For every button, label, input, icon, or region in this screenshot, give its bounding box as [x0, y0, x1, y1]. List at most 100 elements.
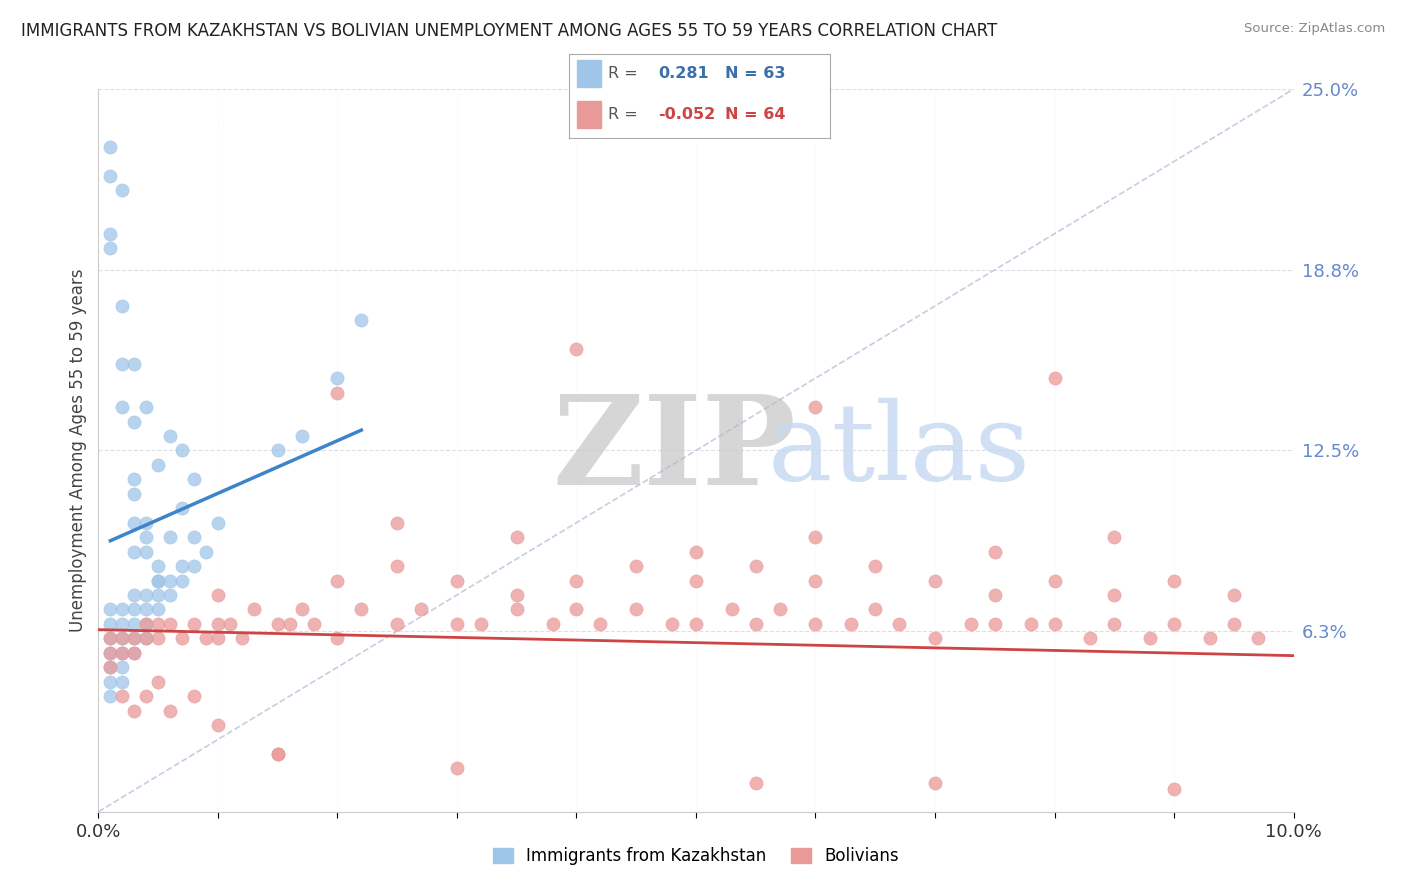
Point [267, 747, 290, 761]
Point [385, 616, 409, 631]
Point [1199, 632, 1222, 646]
Point [291, 429, 314, 443]
Point [135, 544, 157, 558]
Point [98, 632, 122, 646]
Point [135, 689, 157, 703]
Point [446, 616, 468, 631]
Point [745, 776, 768, 790]
Point [267, 443, 290, 458]
Point [745, 559, 768, 574]
Point [506, 602, 529, 616]
Point [135, 632, 157, 646]
Point [1104, 530, 1126, 544]
Point [98, 241, 122, 255]
Point [685, 574, 707, 588]
Point [267, 747, 290, 761]
Point [172, 559, 194, 574]
Point [960, 616, 983, 631]
Point [589, 616, 612, 631]
Point [159, 616, 181, 631]
Point [135, 602, 157, 616]
Point [207, 588, 229, 602]
Point [1104, 588, 1126, 602]
Point [804, 530, 827, 544]
Point [207, 718, 229, 732]
Point [385, 559, 409, 574]
Point [924, 776, 946, 790]
Point [565, 574, 588, 588]
Point [124, 646, 146, 660]
Point [350, 313, 373, 327]
Point [326, 632, 349, 646]
Point [98, 169, 122, 183]
Point [984, 588, 1007, 602]
Point [1080, 632, 1102, 646]
Point [841, 616, 863, 631]
Point [565, 343, 588, 357]
Point [804, 574, 827, 588]
Point [159, 574, 181, 588]
Point [98, 689, 122, 703]
Point [219, 616, 242, 631]
Point [111, 646, 134, 660]
Point [148, 588, 170, 602]
Point [183, 689, 205, 703]
Point [172, 443, 194, 458]
Point [111, 632, 134, 646]
Point [565, 602, 588, 616]
Point [326, 574, 349, 588]
Point [172, 574, 194, 588]
Text: Source: ZipAtlas.com: Source: ZipAtlas.com [1244, 22, 1385, 36]
Point [1043, 616, 1066, 631]
Point [135, 516, 157, 530]
Point [135, 616, 157, 631]
Text: -0.052: -0.052 [658, 107, 716, 122]
Point [148, 616, 170, 631]
Point [302, 616, 325, 631]
Point [541, 616, 564, 631]
Point [385, 516, 409, 530]
Point [183, 559, 205, 574]
Legend: Immigrants from Kazakhstan, Bolivians: Immigrants from Kazakhstan, Bolivians [486, 840, 905, 872]
Point [148, 458, 170, 472]
Point [350, 602, 373, 616]
Point [111, 183, 134, 197]
Text: N = 64: N = 64 [725, 107, 786, 122]
Point [124, 704, 146, 718]
Point [506, 530, 529, 544]
Point [111, 632, 134, 646]
Point [278, 616, 301, 631]
Point [111, 689, 134, 703]
Text: R =: R = [609, 66, 638, 81]
Point [148, 632, 170, 646]
Point [924, 632, 946, 646]
Point [207, 516, 229, 530]
Point [685, 544, 707, 558]
Point [111, 616, 134, 631]
Point [98, 616, 122, 631]
Point [721, 602, 744, 616]
Point [195, 544, 218, 558]
Point [111, 400, 134, 414]
Point [470, 616, 492, 631]
Point [124, 415, 146, 429]
Point [124, 516, 146, 530]
Point [111, 357, 134, 371]
Point [98, 660, 122, 674]
Point [231, 632, 253, 646]
Point [135, 588, 157, 602]
Point [984, 616, 1007, 631]
Point [159, 429, 181, 443]
Point [135, 632, 157, 646]
Point [411, 602, 433, 616]
Point [984, 544, 1007, 558]
Y-axis label: Unemployment Among Ages 55 to 59 years: Unemployment Among Ages 55 to 59 years [69, 268, 87, 632]
Point [924, 574, 946, 588]
Point [291, 602, 314, 616]
Point [124, 632, 146, 646]
Point [243, 602, 266, 616]
Point [98, 674, 122, 689]
Point [506, 588, 529, 602]
Point [124, 544, 146, 558]
Point [326, 371, 349, 385]
